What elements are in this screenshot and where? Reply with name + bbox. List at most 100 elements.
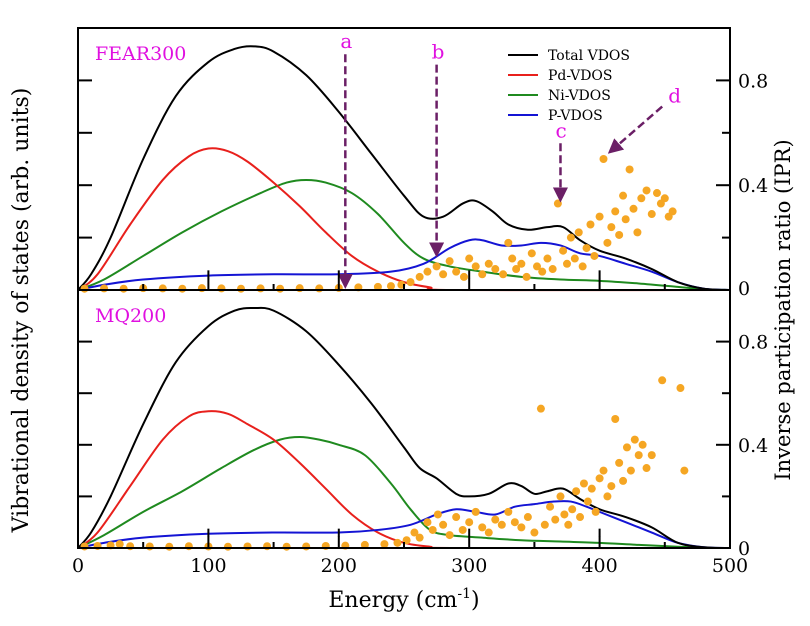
fear300-ipr-point xyxy=(574,228,583,237)
panel-label-mq200: MQ200 xyxy=(95,305,166,327)
mq200-ipr-point xyxy=(638,440,647,449)
x-axis-label-close: ) xyxy=(471,588,480,613)
mq200-ipr-point xyxy=(510,518,519,527)
fear300-ipr-point xyxy=(668,207,677,216)
mq200-ipr-point xyxy=(603,492,612,501)
mq200-ipr-point xyxy=(536,404,545,413)
mq200-ipr-point xyxy=(647,451,656,460)
fear300-ipr-point xyxy=(578,262,587,271)
mq200-ipr-point xyxy=(634,451,643,460)
mq200-ipr-point xyxy=(223,542,232,551)
fear300-ipr-point xyxy=(599,155,608,163)
mq200-ipr-point xyxy=(282,542,291,551)
mq200-axes: 0 0.4 0.8 xyxy=(77,289,768,560)
fear300-ipr-point xyxy=(512,265,521,274)
mq200-right-tick-label: 0.8 xyxy=(738,332,768,354)
fear300-ipr-point xyxy=(590,251,599,260)
fear300-ipr-point xyxy=(471,262,480,271)
fear300-ipr-point xyxy=(315,284,324,293)
fear300-ipr-point xyxy=(445,257,454,266)
fear300-ipr-point xyxy=(652,189,661,198)
x-tick-label: 300 xyxy=(451,555,487,577)
mq200-ipr-point xyxy=(433,510,442,519)
mq200-pd-vdos-line xyxy=(77,410,731,550)
mq200-ipr-point xyxy=(471,507,480,516)
x-axis-label: Energy (cm-1) xyxy=(328,586,479,613)
fear300-ipr-point xyxy=(158,284,167,293)
fear300-ipr-point xyxy=(217,284,226,293)
fear300-ipr-point xyxy=(527,249,536,258)
fear300-right-tick-label: 0.4 xyxy=(738,175,768,197)
mq200-ipr-point xyxy=(380,540,389,549)
x-tick-label: 100 xyxy=(190,555,226,577)
fear300-ipr-point xyxy=(256,284,265,293)
x-tick-label: 0 xyxy=(72,555,84,577)
mq200-ipr-point xyxy=(360,540,369,549)
fear300-ipr-point xyxy=(178,284,187,293)
mq200-ipr-point xyxy=(517,523,526,532)
fear300-series xyxy=(77,45,731,292)
fear300-arrows: a b c d xyxy=(337,29,681,289)
mq200-ipr-point xyxy=(491,515,500,524)
mq200-ipr-point xyxy=(530,528,539,537)
mq200-ipr-point xyxy=(504,507,513,516)
fear300-ipr-point xyxy=(533,262,542,271)
fear300-ipr-point xyxy=(439,270,448,279)
fear300-ipr-point xyxy=(538,267,547,276)
mq200-ipr-point xyxy=(145,542,154,551)
fear300-ipr-point xyxy=(452,267,461,276)
fear300-ipr-point xyxy=(432,262,441,271)
mq200-ipr-point xyxy=(619,476,628,485)
fear300-ipr-point xyxy=(595,212,604,221)
fear300-ipr-point xyxy=(406,278,415,287)
fear300-ipr-point xyxy=(642,186,651,195)
mq200-p-vdos-line xyxy=(77,500,731,549)
fear300-ipr-point xyxy=(459,272,468,281)
mq200-ipr-point xyxy=(80,542,89,551)
mq200-right-tick-label: 0 xyxy=(738,538,750,560)
legend-label-p: P-VDOS xyxy=(548,108,603,124)
mq200-ipr-point xyxy=(465,518,474,527)
fear300-ipr-point xyxy=(484,259,493,268)
x-axis-label-main: Energy (cm xyxy=(328,588,457,613)
mq200-ipr-point xyxy=(591,507,600,516)
mq200-ipr-point xyxy=(579,479,588,488)
mq200-ipr-point xyxy=(595,474,604,483)
fear300-ipr-point xyxy=(637,194,646,203)
mq200-ipr-point xyxy=(546,502,555,511)
mq200-ipr-points xyxy=(80,376,689,551)
mq200-ipr-point xyxy=(622,443,631,452)
mq200-ipr-point xyxy=(445,531,454,540)
fear300-ipr-point xyxy=(647,210,656,219)
fear300-ipr-point xyxy=(615,230,624,239)
fear300-right-tick-label: 0 xyxy=(738,278,750,300)
fear300-ipr-point xyxy=(582,244,591,253)
arrow-label-c: c xyxy=(555,118,566,142)
mq200-ipr-point xyxy=(615,458,624,467)
fear300-total-vdos-line xyxy=(77,45,731,291)
fear300-right-tick-label: 0.8 xyxy=(738,70,768,92)
mq200-ipr-point xyxy=(658,376,667,385)
fear300-ipr-point xyxy=(100,284,109,293)
fear300-ipr-point xyxy=(548,265,557,274)
fear300-ipr-point xyxy=(619,191,628,200)
fear300-ipr-point xyxy=(660,194,669,203)
fear300-ipr-point xyxy=(543,254,552,263)
fear300-ipr-point xyxy=(508,254,517,263)
fear300-ipr-point xyxy=(625,165,634,174)
fear300-ipr-point xyxy=(499,270,508,279)
mq200-ipr-point xyxy=(523,513,532,522)
mq200-ipr-point xyxy=(302,542,311,551)
mq200-ipr-point xyxy=(560,510,569,519)
mq200-ipr-point xyxy=(556,492,565,501)
legend-label-ni: Ni-VDOS xyxy=(548,88,611,104)
mq200-ipr-point xyxy=(458,525,467,534)
mq200-ipr-point xyxy=(393,538,402,547)
mq200-ipr-point xyxy=(680,466,689,475)
fear300-ipr-point xyxy=(478,270,487,279)
fear300-ipr-point xyxy=(633,228,642,237)
fear300-ipr-point xyxy=(80,284,89,293)
mq200-ipr-point xyxy=(423,518,432,527)
fear300-ipr-point xyxy=(559,246,568,255)
